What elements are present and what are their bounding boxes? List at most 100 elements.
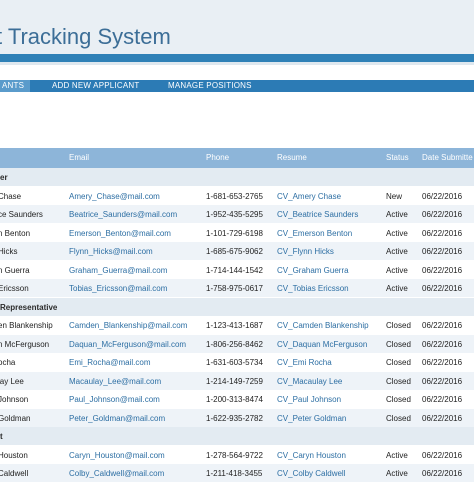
- phone-cell: 1-714-144-1542: [206, 265, 263, 275]
- date-submitted-cell: 06/22/2016: [422, 358, 463, 367]
- table-row[interactable]: en Blankenship Camden_Blankenship@mail.co…: [0, 316, 474, 334]
- status-cell: Closed: [386, 395, 411, 404]
- date-submitted-cell: 06/22/2016: [422, 413, 463, 423]
- phone-cell: 1-622-935-2782: [206, 413, 263, 423]
- email-link[interactable]: Graham_Guerra@mail.com: [69, 265, 168, 275]
- group-row: er: [0, 168, 474, 186]
- applicant-name: Johnson: [0, 395, 29, 404]
- resume-link[interactable]: CV_Emi Rocha: [277, 358, 332, 367]
- phone-cell: 1-631-603-5734: [206, 358, 263, 367]
- group-label: t: [0, 432, 3, 441]
- phone-cell: 1-685-675-9062: [206, 247, 263, 256]
- date-submitted-cell: 06/22/2016: [422, 450, 463, 460]
- phone-cell: 1-806-256-8462: [206, 339, 263, 349]
- table-row[interactable]: ce Saunders Beatrice_Saunders@mail.com 1-9…: [0, 205, 474, 223]
- table-row[interactable]: n Guerra Graham_Guerra@mail.com 1-714-144-…: [0, 260, 474, 279]
- status-cell: Active: [386, 450, 408, 460]
- date-submitted-cell: 06/22/2016: [422, 265, 463, 275]
- email-link[interactable]: Emi_Rocha@mail.com: [69, 358, 151, 367]
- resume-link[interactable]: CV_Graham Guerra: [277, 265, 349, 275]
- column-header-phone[interactable]: Phone: [206, 153, 230, 162]
- table-row[interactable]: Chase Amery_Chase@mail.com 1-681-653-2765 C…: [0, 186, 474, 205]
- resume-link[interactable]: CV_Flynn Hicks: [277, 247, 334, 256]
- phone-cell: 1-101-729-6198: [206, 228, 263, 238]
- table-row[interactable]: Johnson Paul_Johnson@mail.com 1-200-313-84…: [0, 390, 474, 408]
- resume-link[interactable]: CV_Macaulay Lee: [277, 376, 343, 386]
- table-row[interactable]: Goldman Peter_Goldman@mail.com 1-622-935-2…: [0, 408, 474, 427]
- date-submitted-cell: 06/22/2016: [422, 228, 463, 238]
- resume-link[interactable]: CV_Daquan McFerguson: [277, 339, 368, 349]
- resume-link[interactable]: CV_Tobias Ericsson: [277, 284, 349, 293]
- status-cell: Closed: [386, 358, 411, 367]
- phone-cell: 1-123-413-1687: [206, 321, 263, 330]
- status-cell: Closed: [386, 413, 411, 423]
- nav-manage-positions[interactable]: MANAGE POSITIONS: [168, 81, 252, 90]
- email-link[interactable]: Daquan_McFerguson@mail.com: [69, 339, 187, 349]
- table-row[interactable]: n Benton Emerson_Benton@mail.com 1-101-729…: [0, 223, 474, 242]
- phone-cell: 1-214-149-7259: [206, 376, 263, 386]
- group-label: er: [0, 173, 8, 182]
- email-link[interactable]: Tobias_Ericsson@mail.com: [69, 284, 168, 293]
- table-row[interactable]: Ericsson Tobias_Ericsson@mail.com 1-758-97…: [0, 279, 474, 297]
- phone-cell: 1-278-564-9722: [206, 450, 263, 460]
- applicant-name: Hicks: [0, 247, 18, 256]
- table-row[interactable]: n McFerguson Daquan_McFerguson@mail.com 1-…: [0, 334, 474, 353]
- column-header-resume[interactable]: Resume: [277, 153, 307, 162]
- status-cell: Active: [386, 284, 408, 293]
- status-cell: Closed: [386, 376, 411, 386]
- resume-link[interactable]: CV_Caryn Houston: [277, 450, 346, 460]
- email-link[interactable]: Camden_Blankenship@mail.com: [69, 321, 188, 330]
- status-cell: Active: [386, 228, 408, 238]
- status-cell: Closed: [386, 339, 411, 349]
- date-submitted-cell: 06/22/2016: [422, 247, 463, 256]
- phone-cell: 1-758-975-0617: [206, 284, 263, 293]
- email-link[interactable]: Emerson_Benton@mail.com: [69, 228, 171, 238]
- resume-link[interactable]: CV_Amery Chase: [277, 191, 342, 201]
- phone-cell: 1-681-653-2765: [206, 191, 263, 201]
- table-row[interactable]: lay Lee Macaulay_Lee@mail.com 1-214-149-72…: [0, 371, 474, 390]
- app-header: t Tracking System: [0, 0, 474, 56]
- date-submitted-cell: 06/22/2016: [422, 191, 463, 201]
- status-cell: New: [386, 191, 403, 201]
- resume-link[interactable]: CV_Beatrice Saunders: [277, 210, 359, 219]
- header-divider-light: [0, 62, 474, 65]
- email-link[interactable]: Beatrice_Saunders@mail.com: [69, 210, 178, 219]
- phone-cell: 1-200-313-8474: [206, 395, 263, 404]
- group-row: t: [0, 427, 474, 445]
- status-cell: Active: [386, 265, 408, 275]
- main-nav: ANTS ADD NEW APPLICANT MANAGE POSITIONS: [0, 80, 474, 92]
- date-submitted-cell: 06/22/2016: [422, 284, 463, 293]
- email-link[interactable]: Paul_Johnson@mail.com: [69, 395, 160, 404]
- header-divider: [0, 54, 474, 62]
- resume-link[interactable]: CV_Camden Blankenship: [277, 321, 369, 330]
- email-link[interactable]: Amery_Chase@mail.com: [69, 191, 160, 201]
- nav-applicants[interactable]: ANTS: [0, 80, 31, 92]
- nav-add-new-applicant[interactable]: ADD NEW APPLICANT: [52, 81, 140, 90]
- applicant-name: ce Saunders: [0, 210, 43, 219]
- applicant-name: en Blankenship: [0, 321, 53, 330]
- column-header-date-submitted[interactable]: Date Submitte: [422, 153, 473, 162]
- phone-cell: 1-952-435-5295: [206, 210, 263, 219]
- status-cell: Active: [386, 210, 408, 219]
- resume-link[interactable]: CV_Emerson Benton: [277, 228, 353, 238]
- applicant-name: n Benton: [0, 228, 31, 238]
- email-link[interactable]: Macaulay_Lee@mail.com: [69, 376, 162, 386]
- applicant-name: n Guerra: [0, 265, 30, 275]
- column-header-email[interactable]: Email: [69, 153, 90, 162]
- email-link[interactable]: Caryn_Houston@mail.com: [69, 450, 165, 460]
- email-link[interactable]: Flynn_Hicks@mail.com: [69, 247, 153, 256]
- table-header: Email Phone Resume Status Date Submitte: [0, 148, 474, 168]
- table-row[interactable]: Caldwell Colby_Caldwell@mail.com 1-211-418…: [0, 464, 474, 482]
- date-submitted-cell: 06/22/2016: [422, 321, 463, 330]
- status-cell: Closed: [386, 321, 411, 330]
- date-submitted-cell: 06/22/2016: [422, 376, 463, 386]
- resume-link[interactable]: CV_Paul Johnson: [277, 395, 342, 404]
- date-submitted-cell: 06/22/2016: [422, 395, 463, 404]
- table-row[interactable]: ocha Emi_Rocha@mail.com 1-631-603-5734 CV_E…: [0, 353, 474, 371]
- email-link[interactable]: Peter_Goldman@mail.com: [69, 413, 166, 423]
- resume-link[interactable]: CV_Peter Goldman: [277, 413, 347, 423]
- table-row[interactable]: Houston Caryn_Houston@mail.com 1-278-564-9…: [0, 445, 474, 464]
- date-submitted-cell: 06/22/2016: [422, 339, 463, 349]
- table-row[interactable]: Hicks Flynn_Hicks@mail.com 1-685-675-9062 C…: [0, 242, 474, 260]
- column-header-status[interactable]: Status: [386, 153, 409, 162]
